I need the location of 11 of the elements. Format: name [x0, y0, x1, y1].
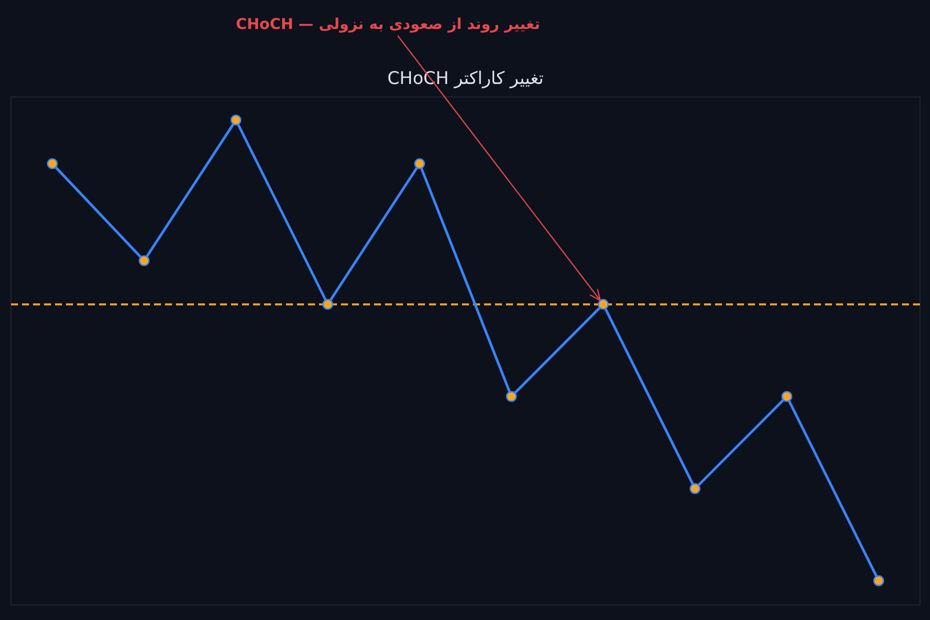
- point: [690, 483, 700, 494]
- point: [322, 298, 334, 310]
- point: [46, 158, 58, 170]
- point: [873, 575, 884, 586]
- point: [781, 391, 792, 402]
- text: CHoCH — تغییر روند از صعودی به نزولی: [236, 15, 540, 33]
- point: [598, 298, 609, 310]
- point: [414, 158, 426, 170]
- point: [138, 255, 150, 266]
- point: [506, 391, 517, 402]
- point: [230, 114, 242, 126]
